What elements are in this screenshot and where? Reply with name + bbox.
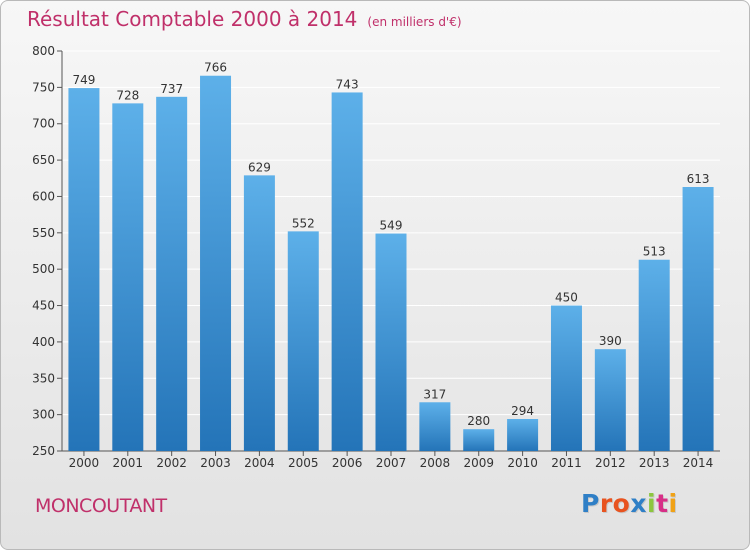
data-label: 749 — [72, 73, 95, 87]
y-tick-label: 600 — [32, 189, 55, 203]
bar — [112, 103, 144, 451]
data-label: 766 — [204, 61, 227, 75]
y-tick-label: 550 — [32, 226, 55, 240]
bar — [550, 305, 582, 451]
y-tick-label: 350 — [32, 371, 55, 385]
data-label: 294 — [511, 404, 534, 418]
data-label: 317 — [423, 387, 446, 401]
y-tick-label: 400 — [32, 335, 55, 349]
bar — [463, 429, 495, 451]
logo-letter: P — [581, 489, 600, 518]
bar — [200, 75, 232, 452]
x-tick-label: 2003 — [200, 456, 231, 470]
data-label: 280 — [467, 414, 490, 428]
data-label: 549 — [380, 219, 403, 233]
y-tick-label: 450 — [32, 299, 55, 313]
x-tick-label: 2012 — [595, 456, 626, 470]
x-tick-label: 2004 — [244, 456, 275, 470]
logo-letter: i — [647, 489, 657, 518]
y-tick-label: 800 — [32, 44, 55, 58]
logo-letter: r — [599, 489, 613, 518]
logo-letter: t — [656, 489, 669, 518]
data-label: 513 — [643, 245, 666, 259]
data-label: 728 — [116, 88, 139, 102]
x-tick-label: 2000 — [69, 456, 100, 470]
proxiti-logo: Proxiti — [581, 489, 678, 518]
bar — [594, 349, 626, 451]
data-label: 390 — [599, 334, 622, 348]
data-label: 743 — [336, 77, 359, 91]
x-tick-label: 2008 — [420, 456, 451, 470]
bar — [638, 259, 670, 451]
data-label: 450 — [555, 291, 578, 305]
unit-note: (en milliers d'€) — [367, 15, 462, 29]
x-tick-label: 2001 — [113, 456, 144, 470]
bar — [375, 233, 407, 451]
y-tick-label: 650 — [32, 153, 55, 167]
x-tick-label: 2002 — [156, 456, 187, 470]
x-tick-label: 2010 — [507, 456, 538, 470]
chart-title: Résultat Comptable 2000 à 2014 (en millie… — [27, 7, 462, 31]
y-tick-label: 500 — [32, 262, 55, 276]
x-tick-label: 2007 — [376, 456, 407, 470]
y-tick-label: 300 — [32, 408, 55, 422]
title-text: Résultat Comptable 2000 à 2014 — [27, 7, 358, 31]
data-label: 629 — [248, 160, 271, 174]
bar — [243, 175, 275, 451]
logo-letter: o — [612, 489, 631, 518]
y-tick-label: 250 — [32, 444, 55, 458]
town-name: MONCOUTANT — [35, 495, 167, 517]
bars — [68, 75, 714, 452]
bar — [331, 92, 363, 452]
x-tick-label: 2014 — [683, 456, 714, 470]
bar — [682, 187, 714, 451]
x-tick-label: 2009 — [463, 456, 494, 470]
data-label: 552 — [292, 216, 315, 230]
bar — [419, 402, 451, 451]
bar — [156, 96, 188, 452]
bar — [68, 88, 100, 451]
x-tick-label: 2013 — [639, 456, 670, 470]
bar — [507, 419, 539, 451]
bar — [287, 231, 319, 451]
data-labels: 749 728 737 766 629 552 743 549 317 280 294 450 390 5… — [72, 61, 709, 428]
data-label: 737 — [160, 82, 183, 96]
data-label: 613 — [687, 172, 710, 186]
y-tick-label: 700 — [32, 117, 55, 131]
logo-letter: i — [668, 489, 678, 518]
x-tick-label: 2005 — [288, 456, 319, 470]
x-tick-label: 2006 — [332, 456, 363, 470]
y-tick-label: 750 — [32, 80, 55, 94]
logo-letter: x — [630, 489, 647, 518]
x-tick-label: 2011 — [551, 456, 582, 470]
